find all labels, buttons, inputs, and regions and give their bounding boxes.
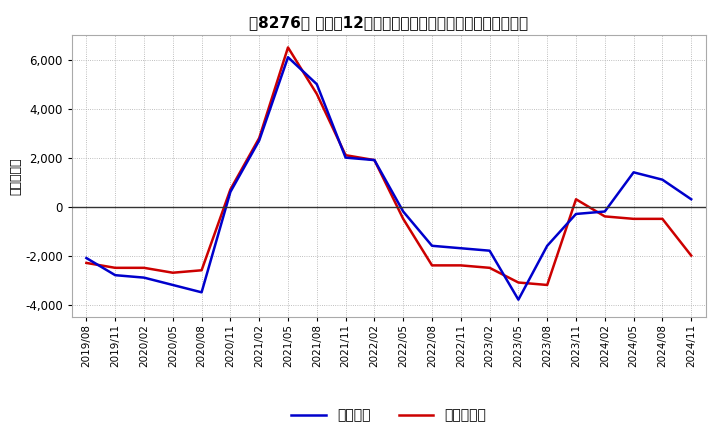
当期純利益 [226, 187, 235, 192]
当期純利益 [111, 265, 120, 271]
当期純利益 [687, 253, 696, 258]
当期純利益 [255, 136, 264, 141]
当期純利益 [572, 197, 580, 202]
当期純利益 [514, 280, 523, 285]
当期純利益 [168, 270, 177, 275]
当期純利益 [82, 260, 91, 266]
当期純利益 [456, 263, 465, 268]
当期純利益 [341, 153, 350, 158]
当期純利益 [428, 263, 436, 268]
経常利益 [572, 211, 580, 216]
経常利益 [168, 282, 177, 288]
経常利益 [341, 155, 350, 160]
経常利益 [485, 248, 494, 253]
経常利益 [140, 275, 148, 280]
経常利益 [255, 138, 264, 143]
経常利益 [197, 290, 206, 295]
経常利益 [687, 197, 696, 202]
経常利益 [428, 243, 436, 249]
経常利益 [658, 177, 667, 182]
当期純利益 [600, 214, 609, 219]
当期純利益 [370, 158, 379, 163]
当期純利益 [629, 216, 638, 221]
経常利益 [82, 255, 91, 260]
経常利益 [284, 55, 292, 60]
経常利益 [312, 81, 321, 87]
Title: ［8276］ 利益だ12か月移動合計の対前年同期増減額の推移: ［8276］ 利益だ12か月移動合計の対前年同期増減額の推移 [249, 15, 528, 30]
当期純利益 [543, 282, 552, 288]
当期純利益 [485, 265, 494, 271]
Line: 当期純利益: 当期純利益 [86, 48, 691, 285]
Line: 経常利益: 経常利益 [86, 57, 691, 300]
経常利益 [111, 272, 120, 278]
経常利益 [629, 170, 638, 175]
経常利益 [370, 158, 379, 163]
経常利益 [226, 189, 235, 194]
当期純利益 [658, 216, 667, 221]
経常利益 [456, 246, 465, 251]
当期純利益 [284, 45, 292, 50]
経常利益 [543, 243, 552, 249]
経常利益 [600, 209, 609, 214]
Y-axis label: （百万円）: （百万円） [9, 157, 22, 195]
経常利益 [399, 209, 408, 214]
当期純利益 [312, 92, 321, 97]
経常利益 [514, 297, 523, 302]
Legend: 経常利益, 当期純利益: 経常利益, 当期純利益 [286, 403, 492, 428]
当期純利益 [197, 268, 206, 273]
当期純利益 [399, 216, 408, 221]
当期純利益 [140, 265, 148, 271]
